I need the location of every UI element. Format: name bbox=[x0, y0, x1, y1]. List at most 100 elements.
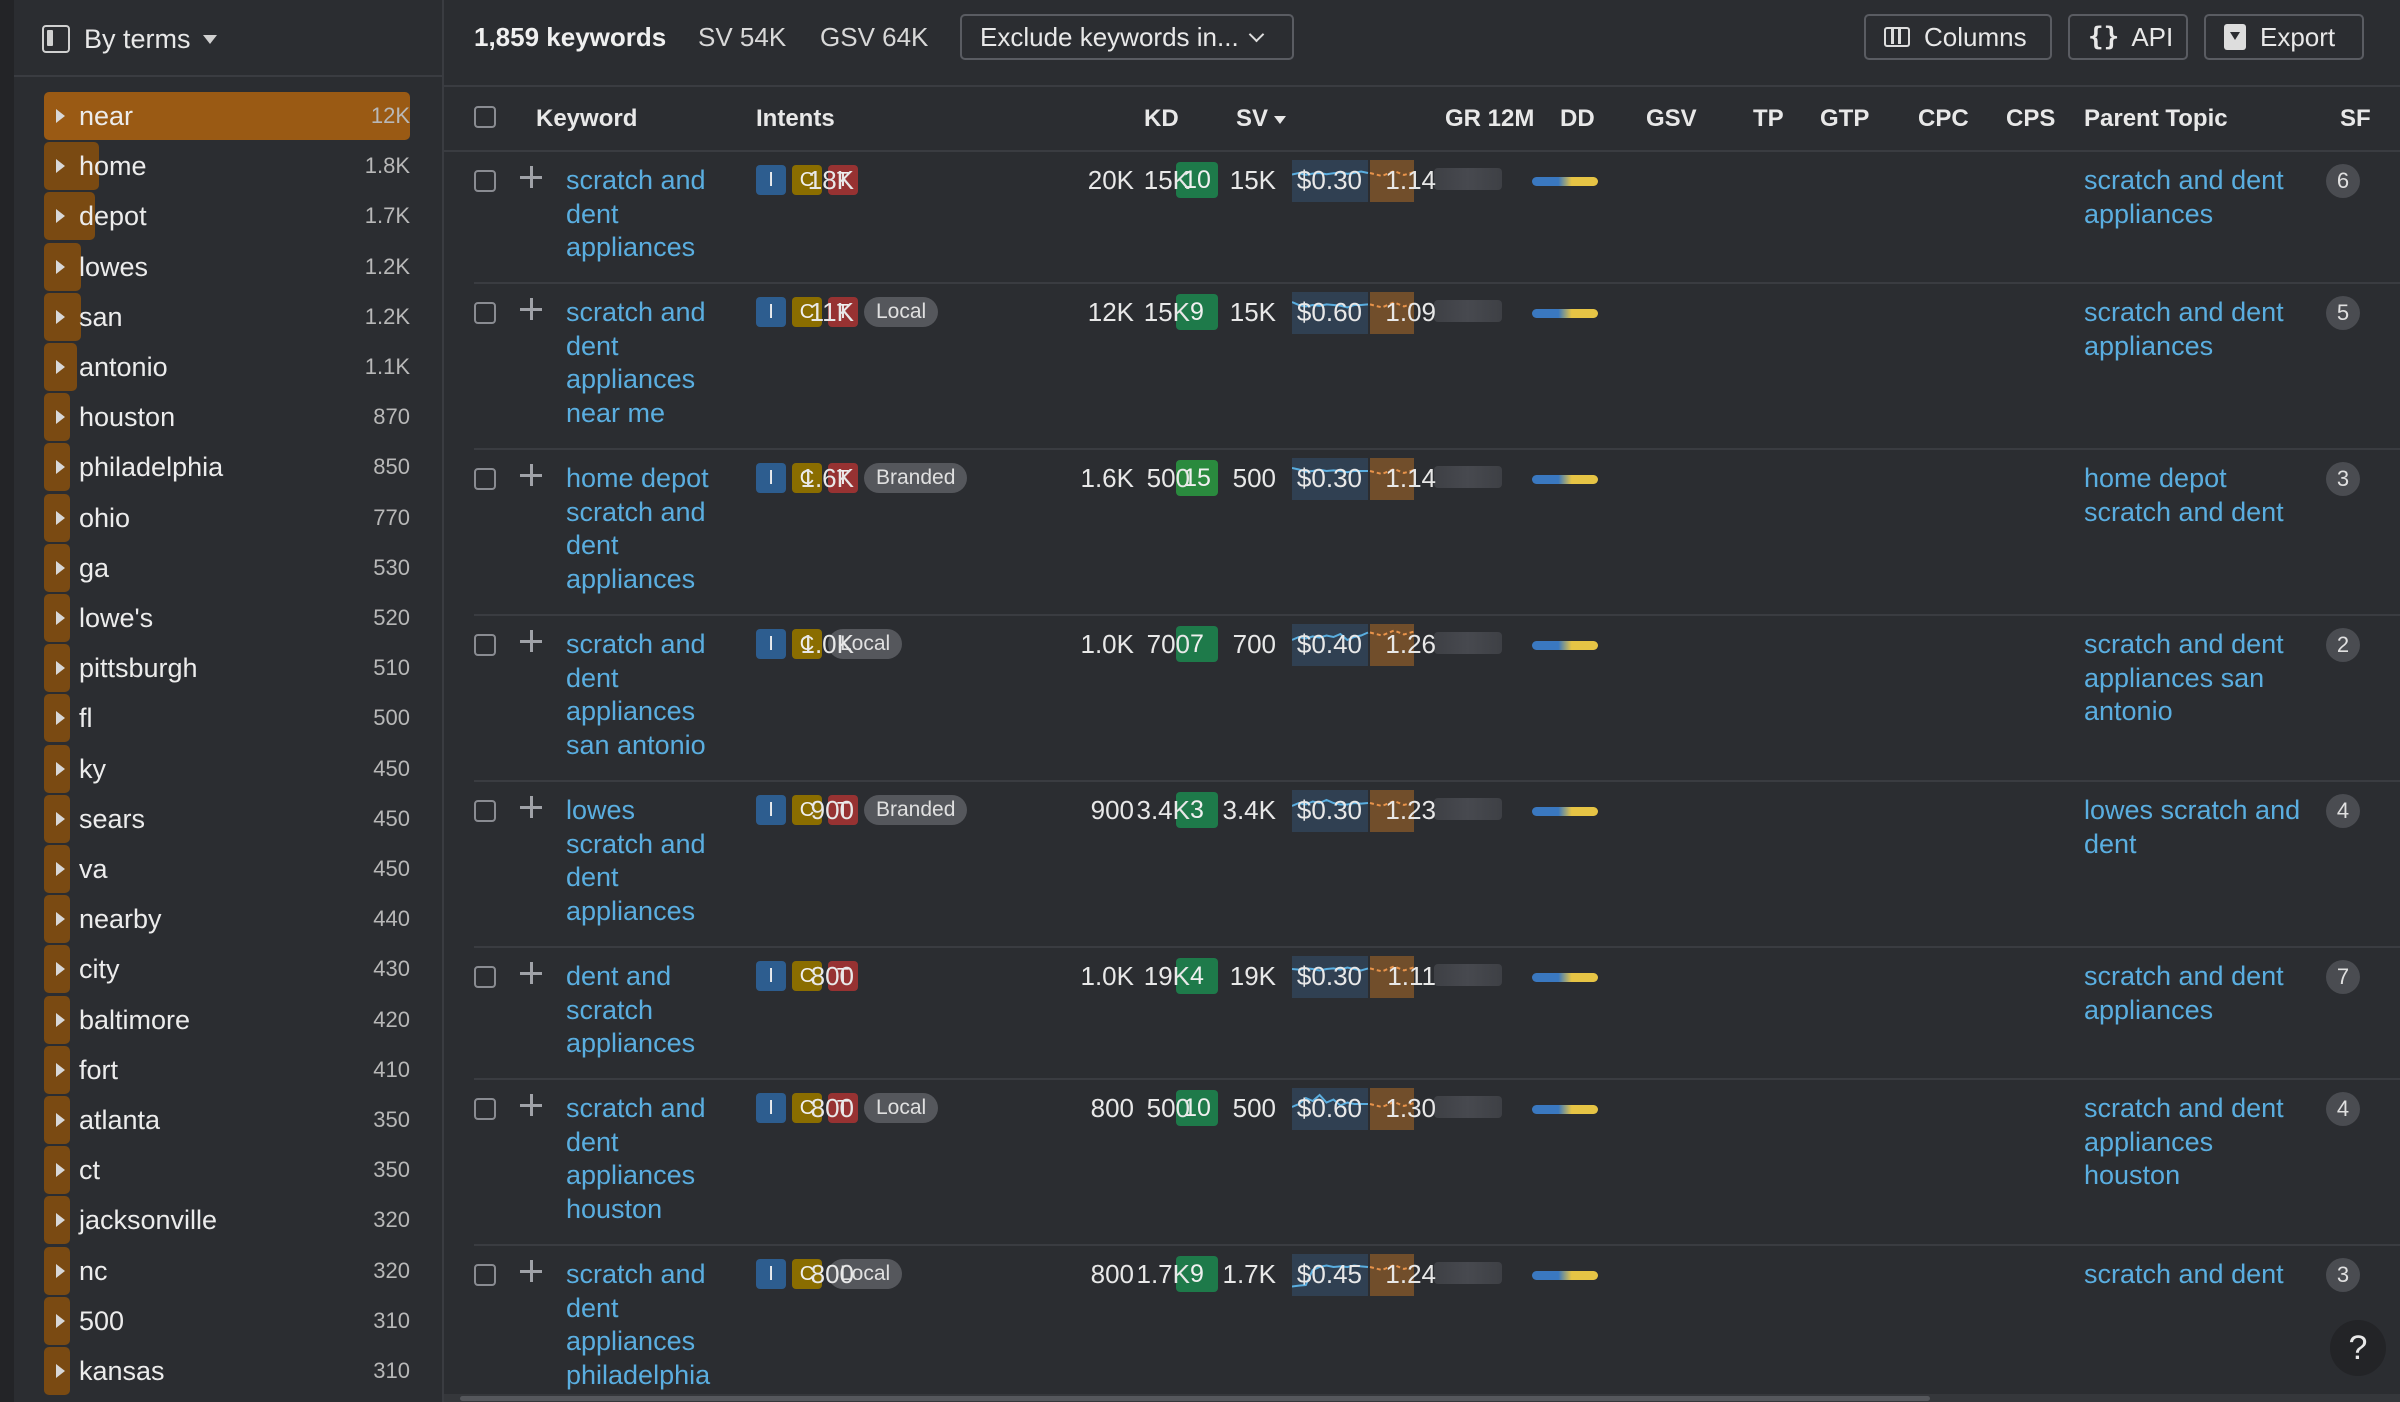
sidebar-term-pittsburgh[interactable]: pittsburgh 510 bbox=[44, 644, 426, 692]
row-checkbox[interactable] bbox=[474, 1264, 496, 1286]
row-checkbox[interactable] bbox=[474, 966, 496, 988]
row-checkbox[interactable] bbox=[474, 302, 496, 324]
sidebar-term-ohio[interactable]: ohio 770 bbox=[44, 494, 426, 542]
sidebar-term-baltimore[interactable]: baltimore 420 bbox=[44, 996, 426, 1044]
parent-topic-link[interactable]: scratch and dent appliances san antonio bbox=[2084, 629, 2284, 726]
keyword-link[interactable]: scratch and dent appliances near me bbox=[566, 297, 706, 428]
exclude-keywords-dropdown[interactable]: Exclude keywords in... bbox=[960, 14, 1294, 60]
expand-triangle-icon[interactable] bbox=[56, 611, 65, 625]
api-button[interactable]: {} API bbox=[2068, 14, 2188, 60]
expand-triangle-icon[interactable] bbox=[56, 1013, 65, 1027]
add-to-list-icon[interactable] bbox=[518, 794, 544, 820]
add-to-list-icon[interactable] bbox=[518, 628, 544, 654]
sidebar-term-sears[interactable]: sears 450 bbox=[44, 795, 426, 843]
keyword-link[interactable]: scratch and dent appliances houston bbox=[566, 1093, 706, 1224]
sidebar-term-500[interactable]: 500 310 bbox=[44, 1297, 426, 1345]
expand-triangle-icon[interactable] bbox=[56, 1264, 65, 1278]
expand-triangle-icon[interactable] bbox=[56, 260, 65, 274]
parent-topic-link[interactable]: scratch and dent appliances houston bbox=[2084, 1093, 2284, 1190]
sidebar-term-fort[interactable]: fort 410 bbox=[44, 1046, 426, 1094]
add-to-list-icon[interactable] bbox=[518, 164, 544, 190]
expand-triangle-icon[interactable] bbox=[56, 661, 65, 675]
row-checkbox[interactable] bbox=[474, 800, 496, 822]
select-all-checkbox[interactable] bbox=[474, 106, 496, 128]
add-to-list-icon[interactable] bbox=[518, 960, 544, 986]
row-checkbox[interactable] bbox=[474, 468, 496, 490]
expand-triangle-icon[interactable] bbox=[56, 1213, 65, 1227]
sidebar-term-san[interactable]: san 1.2K bbox=[44, 293, 426, 341]
expand-triangle-icon[interactable] bbox=[56, 360, 65, 374]
expand-triangle-icon[interactable] bbox=[56, 1364, 65, 1378]
keyword-link[interactable]: lowes scratch and dent appliances bbox=[566, 795, 706, 926]
sidebar-term-ga[interactable]: ga 530 bbox=[44, 544, 426, 592]
sidebar-term-ky[interactable]: ky 450 bbox=[44, 745, 426, 793]
scrollbar-thumb[interactable] bbox=[460, 1396, 1930, 1401]
expand-triangle-icon[interactable] bbox=[56, 762, 65, 776]
expand-triangle-icon[interactable] bbox=[56, 1163, 65, 1177]
col-gr12m[interactable]: GR 12M bbox=[1445, 105, 1535, 132]
sidebar-term-home[interactable]: home 1.8K bbox=[44, 142, 426, 190]
expand-triangle-icon[interactable] bbox=[56, 410, 65, 424]
sidebar-term-atlanta[interactable]: atlanta 350 bbox=[44, 1096, 426, 1144]
sidebar-term-ct[interactable]: ct 350 bbox=[44, 1146, 426, 1194]
sidebar-term-fl[interactable]: fl 500 bbox=[44, 694, 426, 742]
col-gtp[interactable]: GTP bbox=[1820, 105, 1870, 132]
col-keyword[interactable]: Keyword bbox=[536, 105, 638, 132]
export-button[interactable]: Export bbox=[2204, 14, 2364, 60]
col-dd[interactable]: DD bbox=[1560, 105, 1595, 132]
keyword-link[interactable]: home depot scratch and dent appliances bbox=[566, 463, 709, 594]
expand-triangle-icon[interactable] bbox=[56, 310, 65, 324]
expand-triangle-icon[interactable] bbox=[56, 511, 65, 525]
parent-topic-link[interactable]: scratch and dent appliances bbox=[2084, 297, 2284, 361]
parent-topic-link[interactable]: scratch and dent bbox=[2084, 1259, 2284, 1289]
row-checkbox[interactable] bbox=[474, 1098, 496, 1120]
col-tp[interactable]: TP bbox=[1753, 105, 1784, 132]
sidebar-term-kansas[interactable]: kansas 310 bbox=[44, 1347, 426, 1395]
expand-triangle-icon[interactable] bbox=[56, 159, 65, 173]
expand-triangle-icon[interactable] bbox=[56, 862, 65, 876]
parent-topic-link[interactable]: scratch and dent appliances bbox=[2084, 961, 2284, 1025]
sidebar-term-depot[interactable]: depot 1.7K bbox=[44, 192, 426, 240]
keyword-link[interactable]: scratch and dent appliances philadelphia bbox=[566, 1259, 711, 1390]
keyword-link[interactable]: scratch and dent appliances san antonio bbox=[566, 629, 706, 760]
expand-triangle-icon[interactable] bbox=[56, 812, 65, 826]
row-checkbox[interactable] bbox=[474, 634, 496, 656]
columns-button[interactable]: Columns bbox=[1864, 14, 2052, 60]
sidebar-term-va[interactable]: va 450 bbox=[44, 845, 426, 893]
parent-topic-link[interactable]: home depot scratch and dent bbox=[2084, 463, 2284, 527]
keyword-link[interactable]: scratch and dent appliances bbox=[566, 165, 706, 262]
expand-triangle-icon[interactable] bbox=[56, 460, 65, 474]
sidebar-term-houston[interactable]: houston 870 bbox=[44, 393, 426, 441]
col-sf[interactable]: SF bbox=[2340, 105, 2371, 132]
help-button[interactable]: ? bbox=[2330, 1320, 2386, 1376]
expand-triangle-icon[interactable] bbox=[56, 1314, 65, 1328]
sidebar-term-antonio[interactable]: antonio 1.1K bbox=[44, 343, 426, 391]
sidebar-term-lowes[interactable]: lowes 1.2K bbox=[44, 243, 426, 291]
sidebar-term-philadelphia[interactable]: philadelphia 850 bbox=[44, 443, 426, 491]
add-to-list-icon[interactable] bbox=[518, 1092, 544, 1118]
add-to-list-icon[interactable] bbox=[518, 296, 544, 322]
col-parent-topic[interactable]: Parent Topic bbox=[2084, 105, 2228, 132]
sidebar-term-jacksonville[interactable]: jacksonville 320 bbox=[44, 1196, 426, 1244]
col-cps[interactable]: CPS bbox=[2006, 105, 2056, 132]
add-to-list-icon[interactable] bbox=[518, 462, 544, 488]
by-terms-dropdown[interactable]: By terms bbox=[42, 19, 217, 59]
sidebar-term-near[interactable]: near 12K bbox=[44, 92, 426, 140]
horizontal-scrollbar[interactable] bbox=[444, 1394, 2400, 1402]
expand-triangle-icon[interactable] bbox=[56, 209, 65, 223]
sidebar-term-nc[interactable]: nc 320 bbox=[44, 1247, 426, 1295]
parent-topic-link[interactable]: scratch and dent appliances bbox=[2084, 165, 2284, 229]
keyword-link[interactable]: dent and scratch appliances bbox=[566, 961, 696, 1058]
expand-triangle-icon[interactable] bbox=[56, 561, 65, 575]
sidebar-term-city[interactable]: city 430 bbox=[44, 945, 426, 993]
row-checkbox[interactable] bbox=[474, 170, 496, 192]
parent-topic-link[interactable]: lowes scratch and dent bbox=[2084, 795, 2301, 859]
expand-triangle-icon[interactable] bbox=[56, 109, 65, 123]
add-to-list-icon[interactable] bbox=[518, 1258, 544, 1284]
col-cpc[interactable]: CPC bbox=[1918, 105, 1969, 132]
expand-triangle-icon[interactable] bbox=[56, 711, 65, 725]
expand-triangle-icon[interactable] bbox=[56, 912, 65, 926]
col-gsv[interactable]: GSV bbox=[1646, 105, 1697, 132]
sidebar-term-nearby[interactable]: nearby 440 bbox=[44, 895, 426, 943]
expand-triangle-icon[interactable] bbox=[56, 962, 65, 976]
